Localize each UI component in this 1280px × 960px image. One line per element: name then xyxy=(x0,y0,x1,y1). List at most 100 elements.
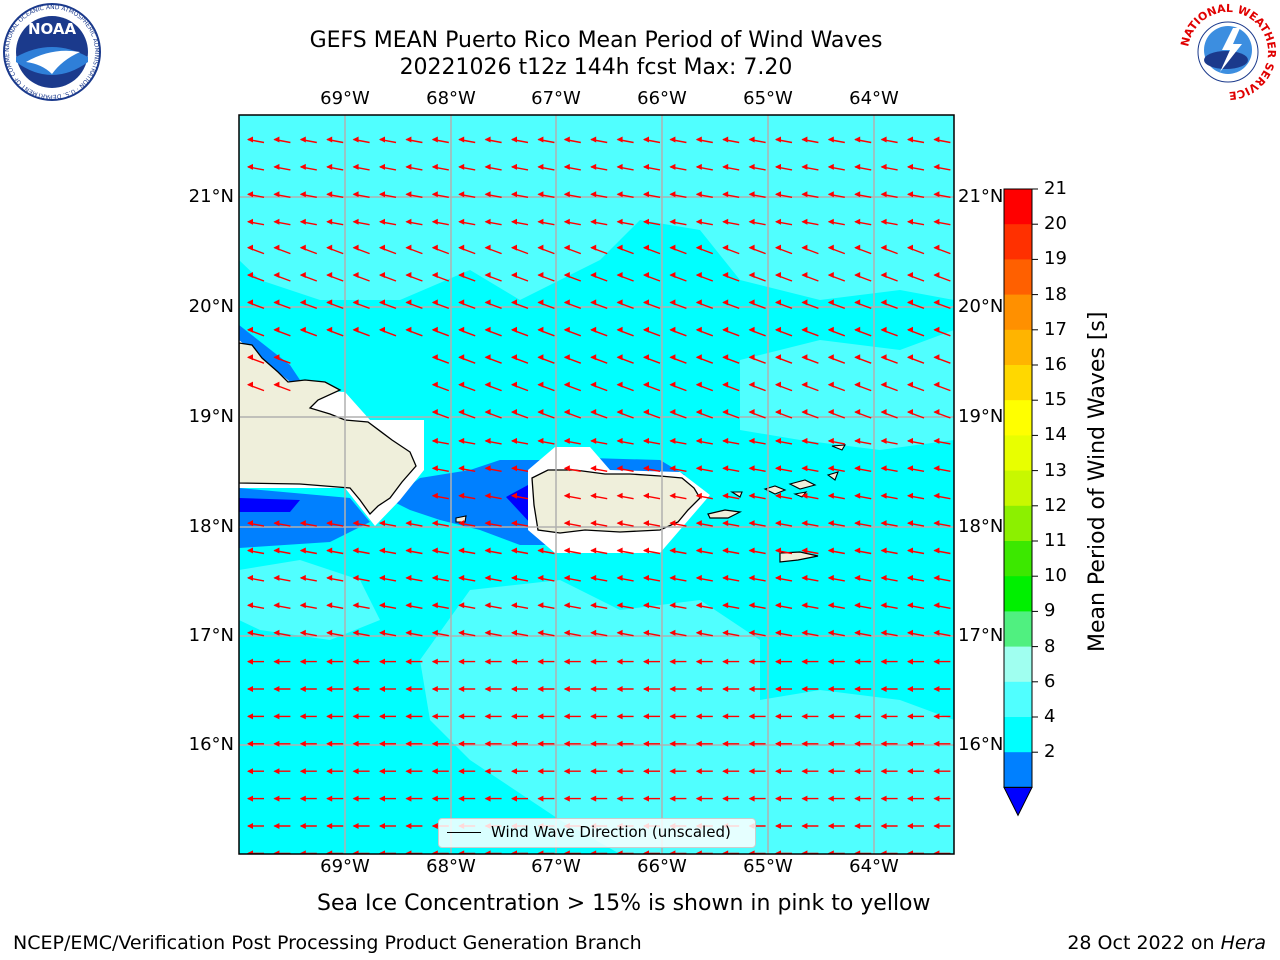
footer-date-text: 28 Oct 2022 on xyxy=(1067,932,1221,954)
wind-arrow xyxy=(748,381,766,392)
colorbar-swatch xyxy=(1004,435,1032,472)
wind-arrow xyxy=(247,547,265,555)
wind-arrow xyxy=(431,768,449,775)
wind-arrow xyxy=(431,465,449,472)
wind-arrow xyxy=(484,136,502,144)
wind-arrow xyxy=(748,686,766,692)
wind-arrow xyxy=(695,795,713,802)
colorbar-tick-label: 9 xyxy=(1044,600,1056,622)
wind-arrow xyxy=(827,547,845,555)
wind-arrow xyxy=(854,740,872,747)
wind-arrow xyxy=(326,272,344,282)
colorbar-swatch xyxy=(1004,365,1032,401)
wind-arrow xyxy=(326,326,344,337)
wind-arrow xyxy=(801,437,819,445)
colorbar-tick-label: 20 xyxy=(1044,213,1067,235)
wind-arrow xyxy=(907,163,925,171)
wind-arrow xyxy=(907,191,925,198)
wind-arrow xyxy=(379,629,397,637)
footer-date: 28 Oct 2022 on Hera xyxy=(1067,932,1266,954)
wind-arrow xyxy=(880,602,898,609)
wind-arrow xyxy=(616,409,634,419)
wind-arrow xyxy=(827,713,845,720)
wind-arrow xyxy=(933,354,951,364)
wind-arrow xyxy=(273,768,291,775)
wind-arrow xyxy=(431,326,450,337)
wind-arrow xyxy=(405,299,423,310)
wind-arrow xyxy=(405,823,423,829)
wind-arrow xyxy=(326,163,344,171)
colorbar-tick-label: 8 xyxy=(1044,635,1056,657)
wind-arrow xyxy=(431,740,449,747)
wind-arrow xyxy=(775,768,792,775)
wind-arrow xyxy=(933,547,951,555)
wind-arrow xyxy=(801,768,819,775)
wind-arrow xyxy=(695,574,713,582)
wind-arrow xyxy=(854,465,872,472)
wind-arrow xyxy=(748,244,766,255)
wind-arrow xyxy=(801,602,819,609)
wind-arrow xyxy=(484,492,502,500)
wind-arrow xyxy=(431,574,449,582)
wind-arrow xyxy=(563,326,582,337)
wind-arrow xyxy=(458,547,476,555)
wind-arrow xyxy=(273,272,291,282)
wind-arrow xyxy=(484,574,502,582)
period-6-8-region-east xyxy=(740,330,954,450)
wind-arrow xyxy=(775,218,793,226)
colorbar-tick-label: 16 xyxy=(1044,354,1067,375)
wind-arrow xyxy=(379,602,397,609)
land-virgin-islands xyxy=(730,444,847,498)
lon-label-top-67w: 67°W xyxy=(531,88,581,109)
wind-arrow xyxy=(273,520,291,527)
wind-arrow xyxy=(326,299,344,310)
legend-label: Wind Wave Direction (unscaled) xyxy=(491,823,731,841)
wind-arrow xyxy=(431,658,449,665)
wind-arrow xyxy=(563,437,581,445)
wind-arrow xyxy=(458,299,476,310)
colorbar-swatch xyxy=(1004,611,1032,648)
wind-arrow xyxy=(907,299,925,310)
wind-arrow xyxy=(748,299,766,310)
wind-arrow xyxy=(722,191,740,198)
wind-arrow xyxy=(722,244,740,255)
wind-arrow xyxy=(326,768,344,775)
wind-arrow xyxy=(748,163,766,171)
wind-arrow xyxy=(748,658,766,665)
wind-arrow xyxy=(695,381,714,392)
wind-arrow xyxy=(537,163,555,171)
colorbar-swatch xyxy=(1004,576,1032,612)
wind-arrow xyxy=(748,136,766,144)
map-legend: Wind Wave Direction (unscaled) xyxy=(438,818,756,848)
wind-arrow xyxy=(827,381,846,392)
wind-arrow xyxy=(379,218,397,226)
wind-arrow xyxy=(299,326,318,337)
wind-arrow xyxy=(511,547,529,555)
wind-arrow xyxy=(933,713,951,720)
lon-label-top-64w: 64°W xyxy=(849,88,899,109)
wind-arrow xyxy=(801,740,819,747)
wind-arrow xyxy=(247,191,265,198)
chart-title: GEFS MEAN Puerto Rico Mean Period of Win… xyxy=(309,28,883,53)
wind-arrow xyxy=(537,795,555,802)
wind-arrow xyxy=(880,354,898,364)
wind-arrow xyxy=(273,602,291,609)
wind-arrow xyxy=(563,686,581,692)
wind-arrow xyxy=(722,409,740,419)
wind-arrow xyxy=(775,629,793,637)
wind-arrow xyxy=(801,686,819,692)
wind-arrow xyxy=(511,465,529,472)
wind-arrow xyxy=(722,547,740,555)
wind-arrow xyxy=(299,823,317,829)
wind-arrow xyxy=(537,686,555,692)
wind-arrow xyxy=(299,136,317,144)
wind-arrow xyxy=(511,326,529,337)
wind-arrow xyxy=(326,602,344,609)
wind-arrow xyxy=(775,547,793,555)
wind-arrow xyxy=(273,658,291,665)
wind-arrow xyxy=(484,713,502,720)
lat-label-left-18n: 18°N xyxy=(188,516,234,537)
wind-arrow xyxy=(405,163,423,171)
wind-arrow xyxy=(722,381,740,392)
wind-arrow xyxy=(827,768,845,775)
